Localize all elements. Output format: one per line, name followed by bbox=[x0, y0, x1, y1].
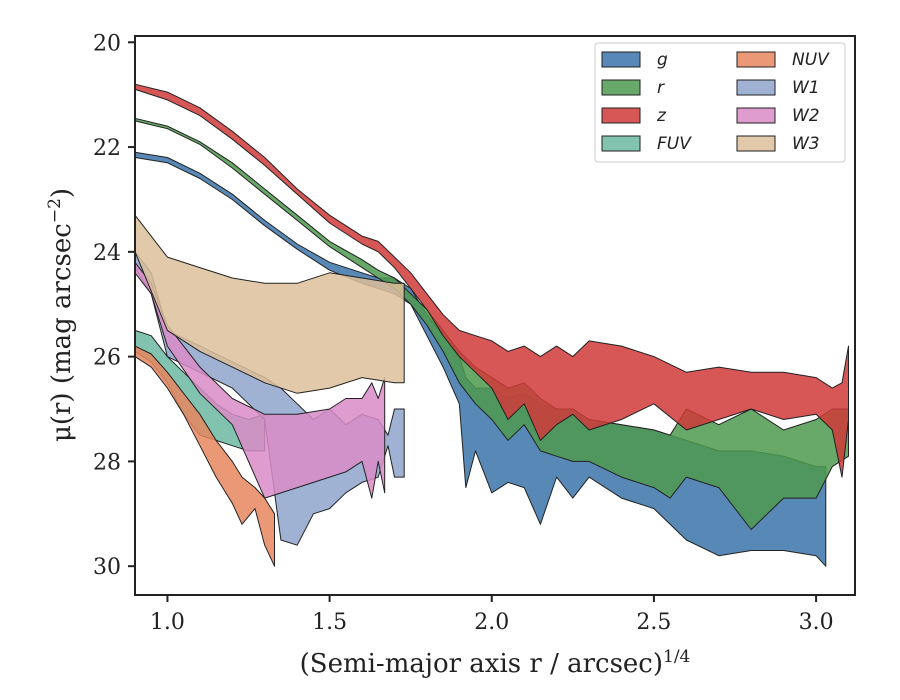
y-tick-label: 28 bbox=[93, 450, 121, 475]
plot-frame bbox=[134, 35, 856, 596]
legend-frame bbox=[594, 42, 846, 163]
legend-label-w2: W2 bbox=[792, 106, 820, 126]
y-axis-ticks: 20 22 24 26 28 30 bbox=[93, 31, 135, 580]
x-axis-ticks: 1.0 1.5 2.0 2.5 3.0 bbox=[150, 595, 834, 635]
x-tick-label: 2.5 bbox=[636, 610, 671, 635]
legend-label-z: z bbox=[656, 106, 667, 126]
x-tick-label: 1.0 bbox=[150, 610, 185, 635]
y-tick-label: 22 bbox=[93, 136, 121, 161]
legend-label-r: r bbox=[657, 78, 665, 98]
legend-label-g: g bbox=[657, 50, 668, 70]
x-axis-label: (Semi-major axis r / arcsec)1/4 bbox=[300, 647, 691, 679]
legend-label-fuv: FUV bbox=[657, 134, 692, 154]
plot-bands bbox=[134, 83, 849, 567]
legend-swatch-r bbox=[601, 79, 641, 96]
legend-swatch-nuv bbox=[736, 51, 776, 68]
series-band-z bbox=[134, 83, 849, 478]
x-tick-label: 1.5 bbox=[312, 610, 347, 635]
x-tick-label: 3.0 bbox=[799, 610, 834, 635]
legend-swatch-w3 bbox=[736, 135, 776, 152]
y-axis-label: μ(r) (mag arcsec−2) bbox=[45, 188, 77, 442]
chart-legend: grz FUV NUV W1 W2 W3 bbox=[594, 42, 846, 163]
x-axis-label-exponent: 1/4 bbox=[663, 647, 690, 667]
y-axis-label-exponent: −2 bbox=[45, 198, 65, 223]
y-tick-label: 24 bbox=[93, 241, 121, 266]
legend-swatch-z bbox=[601, 107, 641, 124]
legend-swatch-g bbox=[601, 51, 641, 68]
y-tick-label: 26 bbox=[93, 346, 121, 371]
legend-swatch-w2 bbox=[736, 107, 776, 124]
legend-swatch-fuv bbox=[601, 135, 641, 152]
y-tick-label: 30 bbox=[93, 555, 121, 580]
series-band-w2 bbox=[134, 261, 386, 499]
legend-swatch-w1 bbox=[736, 79, 776, 96]
legend-label-w1: W1 bbox=[792, 78, 820, 98]
legend-label-nuv: NUV bbox=[792, 50, 830, 70]
y-tick-label: 20 bbox=[93, 31, 121, 56]
series-band-nuv bbox=[134, 345, 275, 567]
x-tick-label: 2.0 bbox=[474, 610, 509, 635]
y-axis-label-close: ) bbox=[47, 188, 77, 198]
series-band-w3 bbox=[134, 214, 405, 394]
series-band-r bbox=[134, 117, 849, 530]
legend-label-w3: W3 bbox=[792, 134, 820, 154]
